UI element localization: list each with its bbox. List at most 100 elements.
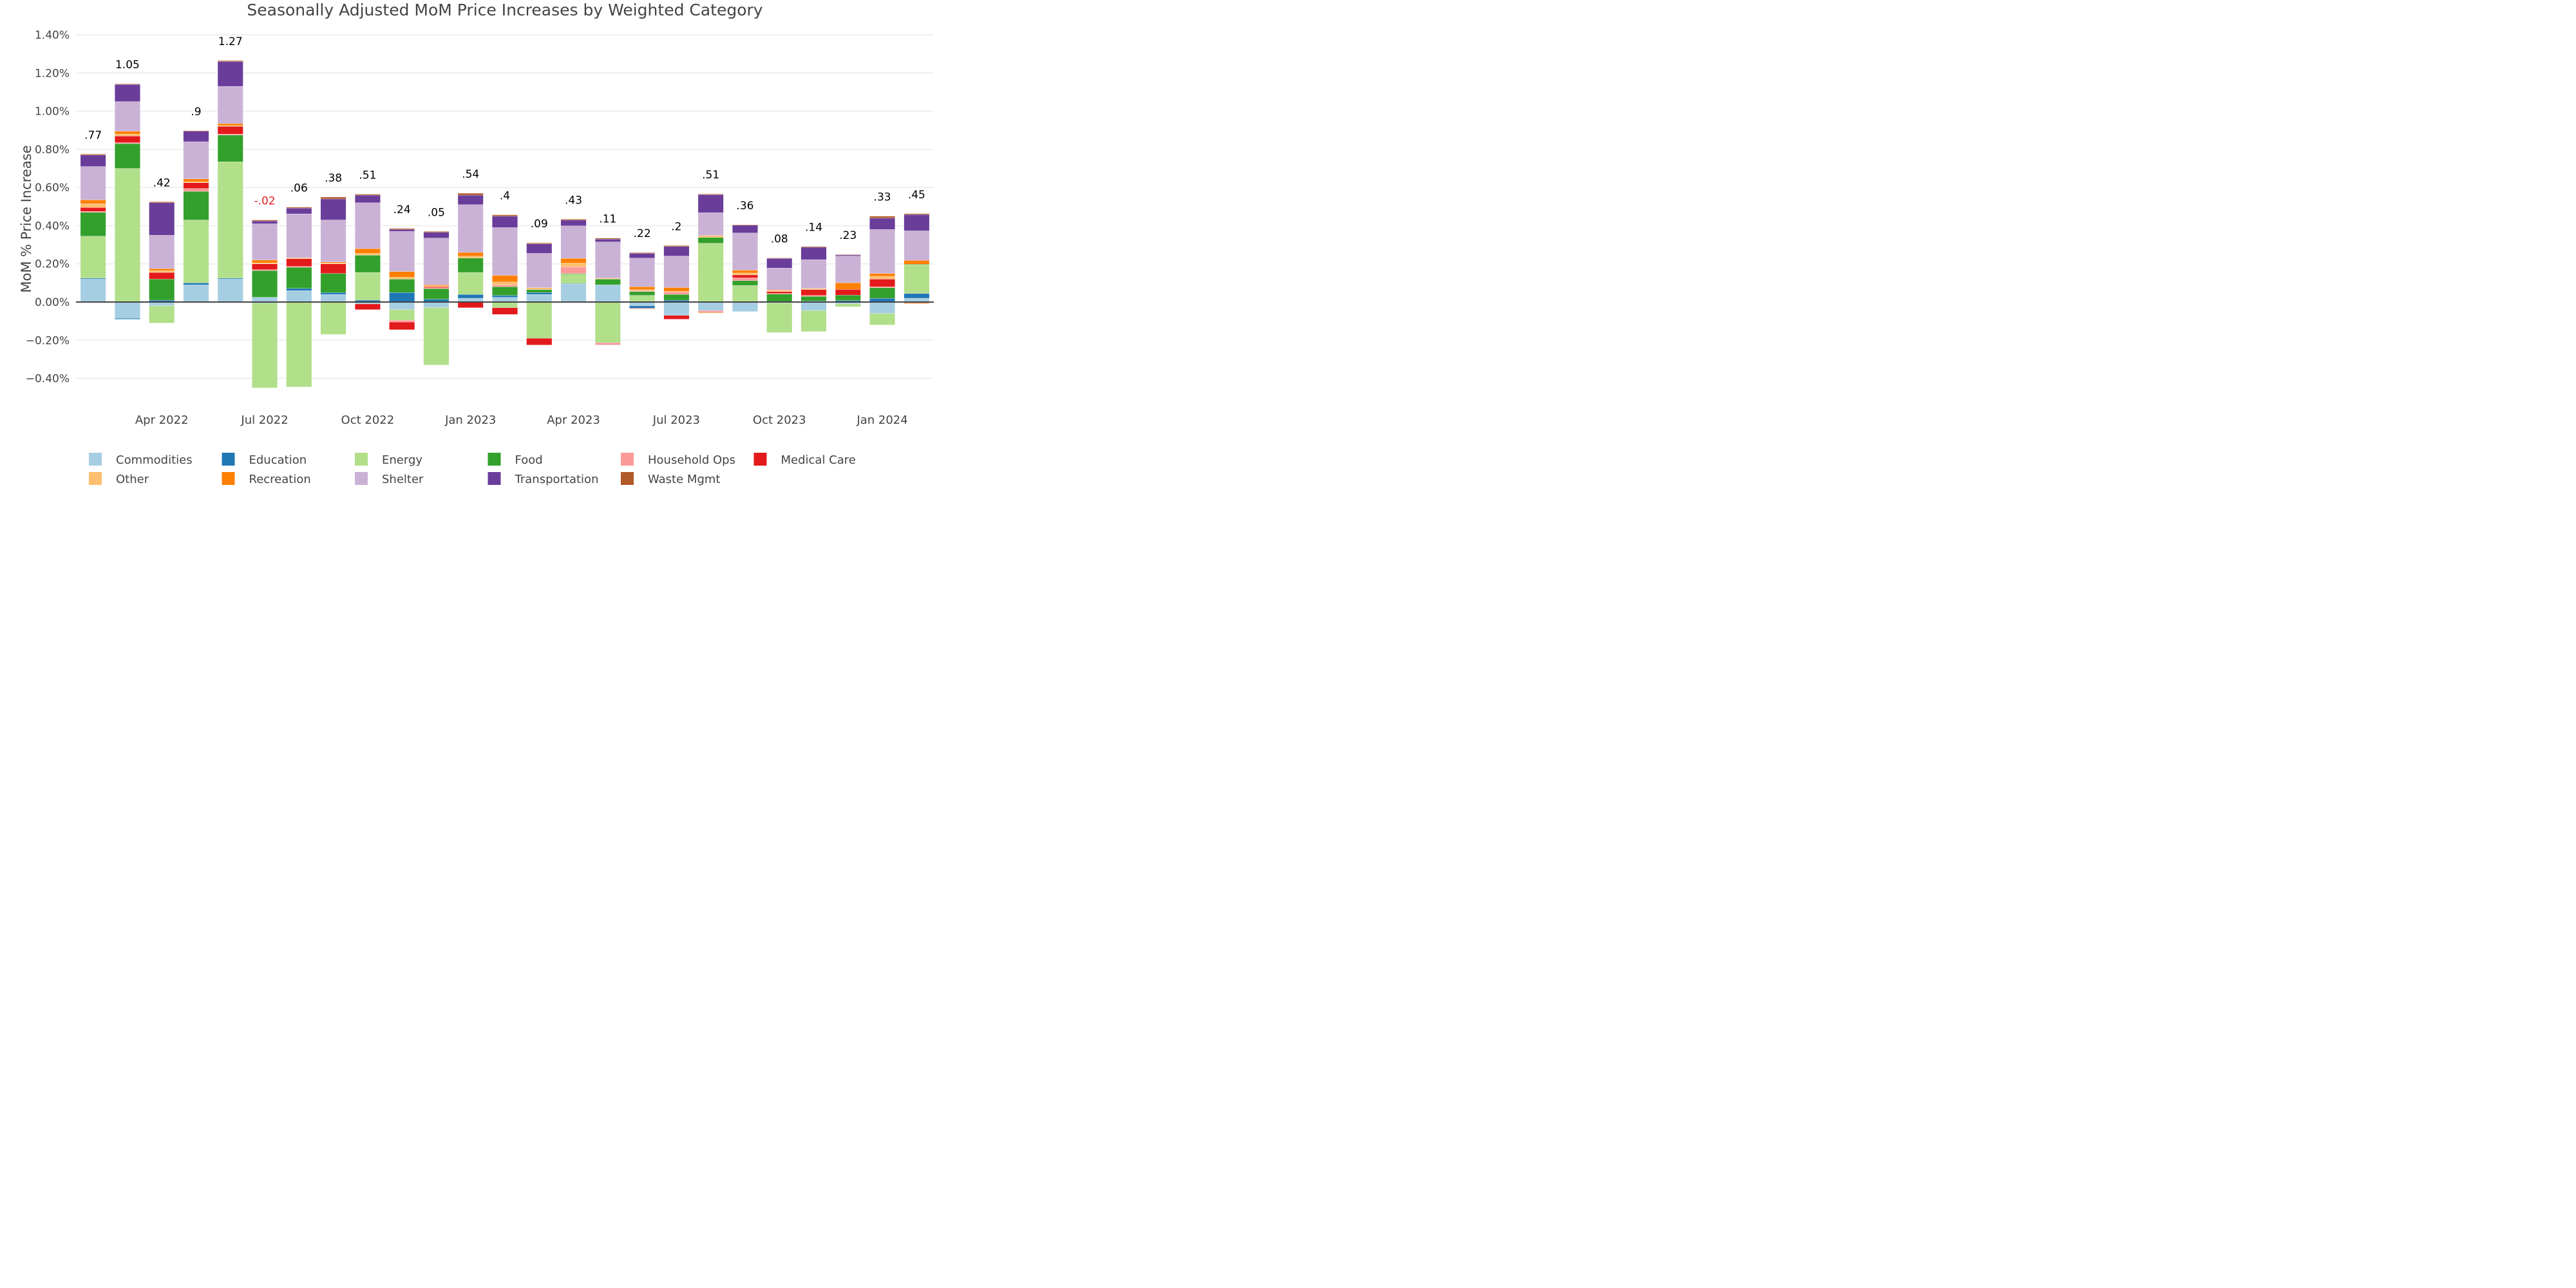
bar-stack — [320, 196, 346, 335]
bar-segment-recreation — [320, 261, 346, 263]
bar-segment-shelter — [629, 258, 655, 287]
bar-total-label: .2 — [671, 220, 681, 233]
bar-segment-waste-mgmt — [423, 231, 450, 232]
bar-segment-commodities — [560, 283, 587, 303]
legend-item[interactable]: Education — [222, 453, 307, 467]
bar-segment-recreation — [457, 252, 484, 257]
bar-total-label: .08 — [771, 233, 788, 246]
bar-segment-transportation — [526, 243, 553, 254]
bar-segment-other — [423, 285, 450, 287]
bar-segment-recreation — [697, 312, 724, 314]
bar-segment-commodities — [869, 301, 895, 314]
bar-segment-transportation — [732, 225, 758, 233]
legend-swatch — [222, 453, 235, 466]
bar-total-label: .51 — [702, 169, 719, 182]
bar-segment-food — [149, 279, 175, 301]
bar-segment-shelter — [594, 242, 621, 279]
bar-segment-commodities — [663, 301, 690, 316]
legend-label: Medical Care — [781, 453, 856, 467]
bar-segment-waste-mgmt — [457, 193, 484, 196]
bar-segment-medical-care — [526, 338, 553, 345]
bar-total-label: .11 — [599, 213, 616, 226]
bar-segment-energy — [423, 307, 450, 365]
bar-segment-commodities — [594, 285, 621, 303]
y-tick-label: 0.60% — [35, 182, 70, 194]
bar-segment-energy — [904, 265, 930, 294]
legend-label: Other — [116, 473, 149, 486]
bar-segment-food — [594, 279, 621, 285]
bar-segment-food — [732, 280, 758, 286]
bar-segment-transportation — [594, 239, 621, 242]
y-tick-label: 0.00% — [35, 296, 70, 309]
bar-segment-other — [766, 290, 793, 292]
bar-segment-waste-mgmt — [835, 254, 861, 256]
bar-segment-shelter — [217, 86, 243, 124]
bar-segment-food — [389, 279, 415, 293]
legend-item[interactable]: Food — [488, 453, 543, 467]
bar-segment-medical-care — [492, 307, 518, 315]
legend-item[interactable]: Waste Mgmt — [621, 472, 720, 486]
legend-item[interactable]: Recreation — [222, 472, 311, 486]
legend-item[interactable]: Shelter — [355, 472, 424, 486]
bar-segment-household-ops — [115, 142, 140, 144]
bar-total-label: .77 — [84, 129, 102, 142]
bar-segment-medical-care — [252, 263, 278, 270]
bar-segment-education — [286, 288, 312, 291]
bar-total-label: .43 — [565, 194, 582, 207]
bar-segment-education — [320, 292, 346, 295]
bar-segment-transportation — [355, 194, 381, 204]
bar-segment-commodities — [389, 301, 415, 310]
bar-segment-transportation — [149, 202, 175, 236]
legend: Commodities Education Energy Food Household … — [89, 453, 856, 486]
bar-segment-medical-care — [115, 135, 140, 143]
bar-total-label: .4 — [500, 190, 510, 203]
legend-item[interactable]: Commodities — [89, 453, 193, 467]
bar-segment-recreation — [183, 178, 209, 182]
legend-item[interactable]: Energy — [355, 453, 422, 467]
chart-title: Seasonally Adjusted MoM Price Increases … — [247, 1, 762, 19]
bar-total-label: .42 — [153, 176, 171, 189]
bar-total-label: .36 — [736, 200, 753, 213]
bar-segment-commodities — [423, 301, 450, 308]
legend-item[interactable]: Household Ops — [621, 453, 735, 467]
bar-segment-medical-care — [800, 289, 827, 296]
legend-item[interactable]: Transportation — [488, 472, 599, 486]
legend-label: Recreation — [249, 473, 311, 486]
y-tick-label: 1.00% — [35, 106, 70, 118]
bar-segment-energy — [149, 305, 175, 323]
bar-stack — [869, 216, 895, 325]
legend-swatch — [753, 453, 767, 466]
legend-label: Shelter — [382, 473, 424, 486]
bar-stack — [149, 202, 175, 323]
legend-swatch — [488, 453, 501, 466]
bar-segment-transportation — [560, 220, 587, 226]
bar-segment-waste-mgmt — [286, 207, 312, 209]
bar-segment-transportation — [252, 220, 278, 224]
y-axis-label: MoM % Price Increase — [19, 145, 34, 292]
legend-item[interactable]: Other — [89, 472, 149, 486]
bar-stack — [423, 231, 450, 365]
bar-segment-food — [286, 267, 312, 289]
bar-segment-waste-mgmt — [869, 216, 895, 218]
bar-segment-food — [423, 289, 450, 299]
bar-stack — [526, 242, 553, 345]
legend-item[interactable]: Medical Care — [753, 453, 856, 467]
y-tick-label: 1.20% — [35, 67, 70, 80]
bar-total-label: 1.05 — [115, 59, 140, 71]
bar-segment-medical-care — [80, 207, 106, 212]
bar-segment-education — [217, 278, 243, 279]
bar-segment-other — [732, 272, 758, 276]
bar-segment-medical-care — [663, 315, 690, 319]
bar-segment-food — [320, 273, 346, 293]
bar-segment-transportation — [217, 61, 243, 87]
x-tick-label: Oct 2022 — [341, 413, 395, 427]
bar-stack — [80, 154, 106, 303]
bar-segment-household-ops — [732, 278, 758, 281]
bar-segment-recreation — [149, 268, 175, 271]
bar-segment-commodities — [183, 285, 209, 303]
bar-segment-energy — [355, 272, 381, 301]
bar-segment-other — [492, 281, 518, 285]
x-tick-label: Apr 2022 — [135, 413, 189, 427]
bar-segment-energy — [835, 303, 861, 307]
bar-total-label: .33 — [874, 191, 891, 204]
